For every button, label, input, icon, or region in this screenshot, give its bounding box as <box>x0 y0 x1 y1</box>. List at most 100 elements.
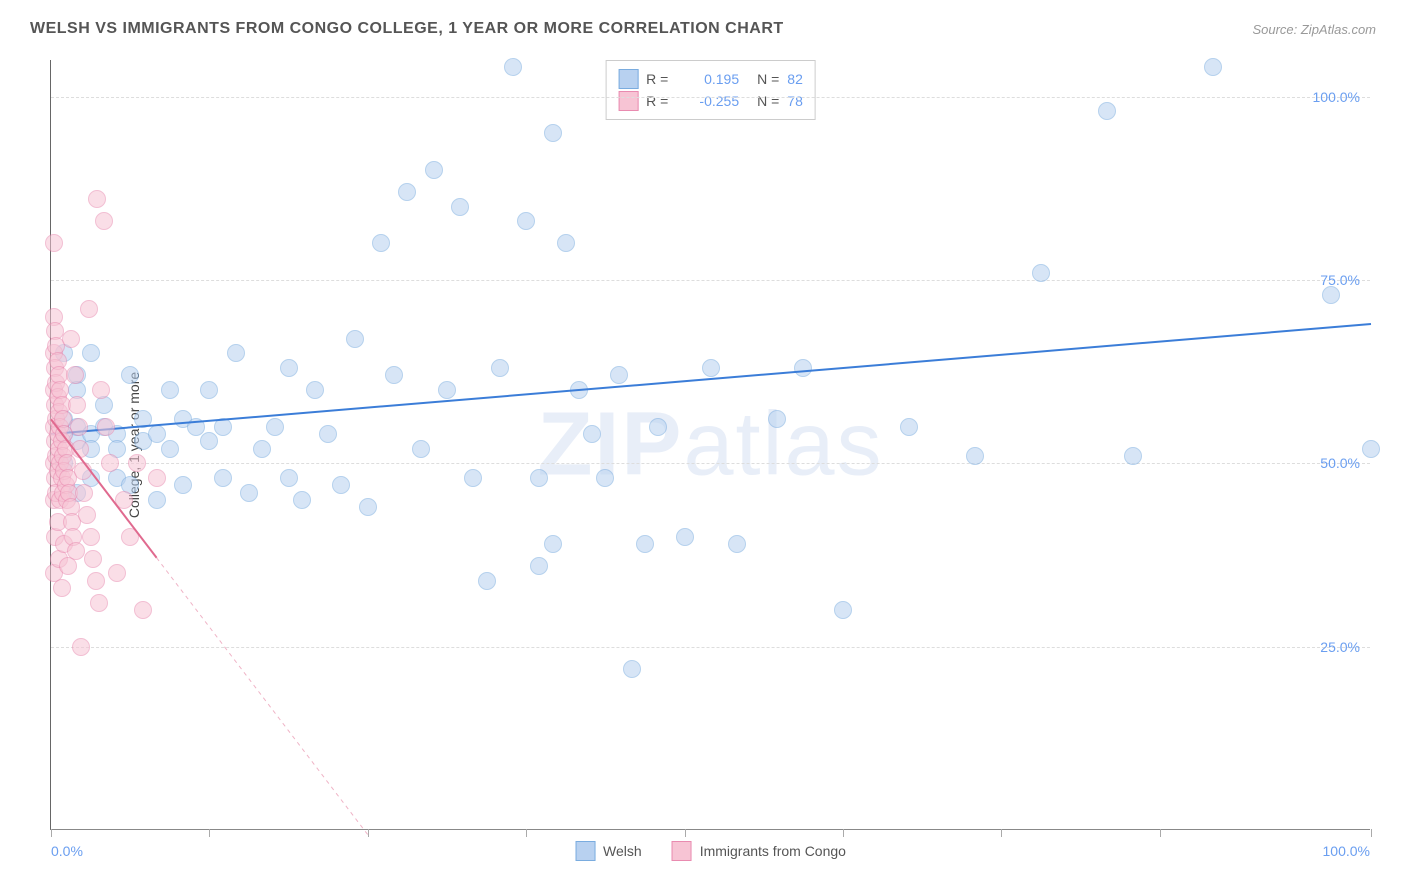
scatter-point <box>87 572 105 590</box>
correlation-legend: R = 0.195 N = 82 R = -0.255 N = 78 <box>605 60 816 120</box>
scatter-point <box>1322 286 1340 304</box>
x-tick <box>685 829 686 837</box>
scatter-point <box>62 330 80 348</box>
scatter-point <box>97 418 115 436</box>
scatter-point <box>834 601 852 619</box>
scatter-point <box>115 491 133 509</box>
scatter-point <box>134 410 152 428</box>
scatter-point <box>583 425 601 443</box>
gridline <box>51 647 1370 648</box>
scatter-point <box>84 550 102 568</box>
chart-source: Source: ZipAtlas.com <box>1252 22 1376 37</box>
scatter-point <box>610 366 628 384</box>
scatter-point <box>438 381 456 399</box>
scatter-point <box>794 359 812 377</box>
scatter-point <box>68 396 86 414</box>
n-label: N = <box>757 71 779 87</box>
r-value: 0.195 <box>684 71 739 87</box>
chart-title: WELSH VS IMMIGRANTS FROM CONGO COLLEGE, … <box>30 20 784 38</box>
scatter-point <box>306 381 324 399</box>
scatter-point <box>280 359 298 377</box>
scatter-point <box>214 418 232 436</box>
scatter-point <box>161 440 179 458</box>
scatter-point <box>623 660 641 678</box>
scatter-point <box>768 410 786 428</box>
scatter-point <box>293 491 311 509</box>
scatter-point <box>187 418 205 436</box>
scatter-point <box>359 498 377 516</box>
scatter-point <box>398 183 416 201</box>
y-tick-label: 100.0% <box>1313 89 1360 105</box>
scatter-point <box>108 564 126 582</box>
correlation-legend-row: R = -0.255 N = 78 <box>618 91 803 111</box>
watermark-light: atlas <box>683 394 883 494</box>
legend-label: Immigrants from Congo <box>700 843 846 859</box>
swatch-icon <box>618 69 638 89</box>
scatter-point <box>649 418 667 436</box>
scatter-point <box>148 469 166 487</box>
x-tick <box>368 829 369 837</box>
scatter-point <box>530 469 548 487</box>
scatter-point <box>1204 58 1222 76</box>
trend-line <box>51 60 1371 830</box>
scatter-point <box>148 425 166 443</box>
x-tick <box>209 829 210 837</box>
scatter-point <box>78 506 96 524</box>
scatter-point <box>966 447 984 465</box>
scatter-point <box>636 535 654 553</box>
scatter-point <box>253 440 271 458</box>
scatter-point <box>1124 447 1142 465</box>
scatter-point <box>200 432 218 450</box>
gridline <box>51 97 1370 98</box>
y-tick-label: 25.0% <box>1320 639 1360 655</box>
scatter-point <box>900 418 918 436</box>
scatter-point <box>266 418 284 436</box>
legend-item: Immigrants from Congo <box>672 841 846 861</box>
x-axis-min-label: 0.0% <box>51 843 83 859</box>
swatch-icon <box>672 841 692 861</box>
swatch-icon <box>575 841 595 861</box>
x-tick <box>51 829 52 837</box>
chart-header: WELSH VS IMMIGRANTS FROM CONGO COLLEGE, … <box>0 0 1406 48</box>
x-tick <box>843 829 844 837</box>
scatter-point <box>240 484 258 502</box>
scatter-point <box>95 212 113 230</box>
y-tick-label: 50.0% <box>1320 455 1360 471</box>
x-tick <box>1160 829 1161 837</box>
watermark: ZIPatlas <box>537 393 883 496</box>
n-value: 78 <box>787 93 803 109</box>
scatter-point <box>72 638 90 656</box>
scatter-point <box>88 190 106 208</box>
scatter-point <box>570 381 588 399</box>
n-label: N = <box>757 93 779 109</box>
chart-container: { "header": { "title": "WELSH VS IMMIGRA… <box>0 0 1406 892</box>
scatter-point <box>464 469 482 487</box>
x-axis-max-label: 100.0% <box>1323 843 1370 859</box>
gridline <box>51 463 1370 464</box>
scatter-point <box>1032 264 1050 282</box>
legend-label: Welsh <box>603 843 642 859</box>
scatter-point <box>74 462 92 480</box>
scatter-point <box>174 476 192 494</box>
series-legend: Welsh Immigrants from Congo <box>575 841 846 861</box>
scatter-point <box>82 344 100 362</box>
x-tick <box>1371 829 1372 837</box>
r-value: -0.255 <box>684 93 739 109</box>
scatter-point <box>82 528 100 546</box>
gridline <box>51 280 1370 281</box>
scatter-point <box>346 330 364 348</box>
scatter-point <box>121 528 139 546</box>
x-tick <box>526 829 527 837</box>
scatter-point <box>280 469 298 487</box>
legend-item: Welsh <box>575 841 642 861</box>
scatter-point <box>596 469 614 487</box>
correlation-legend-row: R = 0.195 N = 82 <box>618 69 803 89</box>
scatter-point <box>412 440 430 458</box>
scatter-point <box>557 234 575 252</box>
x-tick <box>1001 829 1002 837</box>
scatter-point <box>134 601 152 619</box>
scatter-point <box>530 557 548 575</box>
scatter-point <box>1098 102 1116 120</box>
scatter-point <box>70 418 88 436</box>
scatter-point <box>728 535 746 553</box>
